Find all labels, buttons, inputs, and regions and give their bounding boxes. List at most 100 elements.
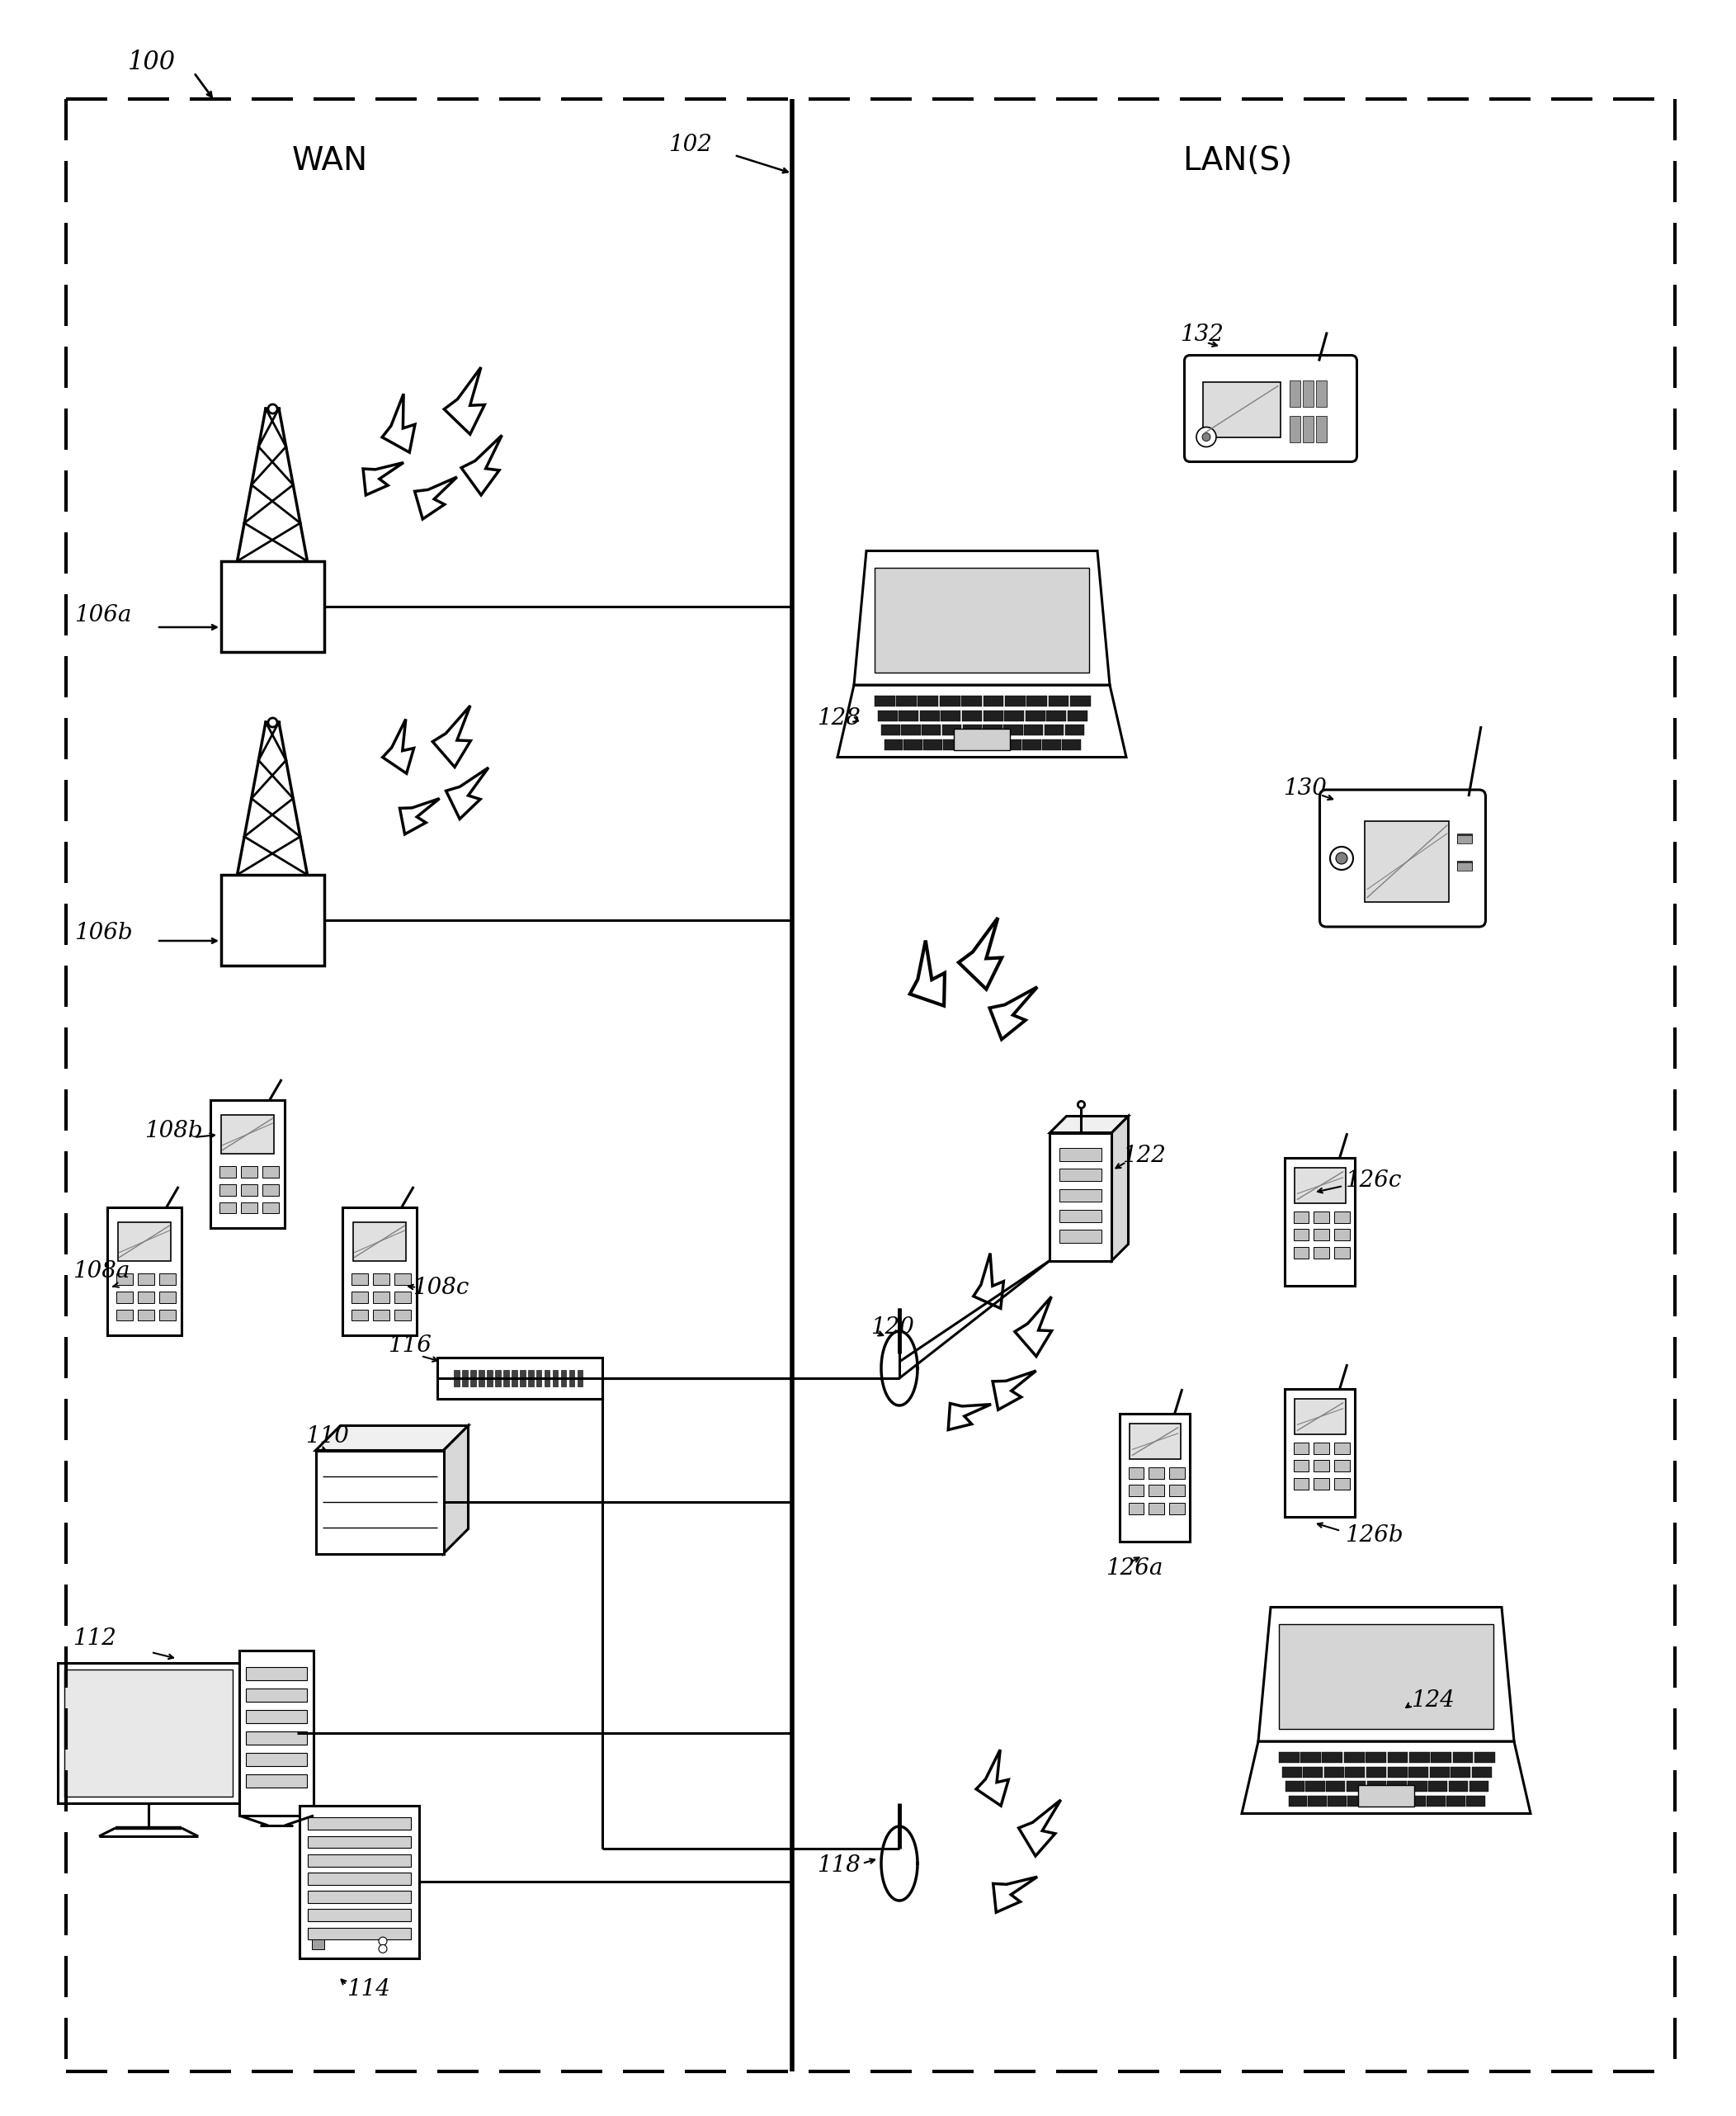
- Polygon shape: [1050, 1115, 1128, 1132]
- Bar: [1061, 1210, 1102, 1223]
- Text: 106a: 106a: [75, 603, 132, 626]
- Bar: [901, 724, 920, 736]
- Bar: [1326, 1782, 1345, 1792]
- Bar: [1295, 1168, 1345, 1204]
- Bar: [394, 1274, 411, 1284]
- Bar: [118, 1223, 172, 1261]
- Bar: [1347, 1796, 1366, 1807]
- Bar: [220, 874, 325, 965]
- Bar: [160, 1291, 175, 1303]
- Bar: [1335, 1210, 1349, 1223]
- Bar: [1387, 1752, 1408, 1763]
- Bar: [1293, 1210, 1309, 1223]
- Bar: [351, 1310, 368, 1320]
- Bar: [352, 1223, 406, 1261]
- Bar: [1457, 861, 1472, 870]
- Bar: [1323, 1752, 1342, 1763]
- Bar: [1203, 381, 1279, 438]
- Bar: [1345, 1767, 1364, 1777]
- Bar: [1120, 1413, 1191, 1540]
- Bar: [1335, 1443, 1349, 1454]
- Bar: [1408, 1796, 1425, 1807]
- Bar: [1281, 1767, 1302, 1777]
- Bar: [545, 1369, 550, 1386]
- Bar: [1062, 738, 1082, 749]
- Bar: [1023, 738, 1042, 749]
- Bar: [1457, 861, 1472, 870]
- Bar: [373, 1291, 389, 1303]
- Bar: [536, 1369, 542, 1386]
- Bar: [116, 1310, 132, 1320]
- Bar: [1408, 1767, 1429, 1777]
- FancyBboxPatch shape: [1319, 789, 1486, 927]
- Bar: [247, 1689, 307, 1701]
- Bar: [924, 738, 943, 749]
- Bar: [247, 1710, 307, 1722]
- Bar: [1064, 724, 1083, 736]
- Polygon shape: [382, 719, 413, 774]
- Polygon shape: [974, 1253, 1003, 1308]
- Bar: [1050, 1132, 1111, 1261]
- Bar: [939, 696, 960, 707]
- Bar: [1472, 1767, 1491, 1777]
- Bar: [1387, 1782, 1406, 1792]
- Bar: [1453, 1752, 1474, 1763]
- Bar: [1168, 1485, 1184, 1496]
- Bar: [316, 1449, 443, 1553]
- Text: 108c: 108c: [413, 1276, 469, 1299]
- Polygon shape: [993, 1877, 1038, 1913]
- Bar: [1457, 834, 1472, 842]
- Text: 126a: 126a: [1106, 1557, 1163, 1579]
- Bar: [1128, 1466, 1144, 1479]
- Bar: [1335, 1460, 1349, 1471]
- Bar: [963, 724, 983, 736]
- Bar: [1045, 724, 1064, 736]
- Bar: [116, 1291, 132, 1303]
- Bar: [1290, 381, 1300, 406]
- Bar: [1364, 821, 1450, 901]
- Text: 100: 100: [128, 49, 175, 74]
- Bar: [137, 1274, 155, 1284]
- Bar: [1049, 696, 1069, 707]
- Bar: [210, 1100, 285, 1227]
- Bar: [219, 1166, 236, 1179]
- Bar: [241, 1185, 257, 1196]
- Bar: [160, 1310, 175, 1320]
- Bar: [219, 1185, 236, 1196]
- Bar: [1451, 1767, 1470, 1777]
- Bar: [963, 738, 983, 749]
- Bar: [1366, 1752, 1385, 1763]
- Bar: [1061, 1229, 1102, 1242]
- Bar: [1314, 1443, 1330, 1454]
- Bar: [486, 1369, 493, 1386]
- Bar: [953, 728, 1010, 749]
- Circle shape: [378, 1945, 387, 1953]
- Text: 114: 114: [347, 1978, 391, 2000]
- Bar: [1335, 1229, 1349, 1240]
- Bar: [247, 1775, 307, 1788]
- Bar: [1285, 1388, 1356, 1517]
- Bar: [1290, 417, 1300, 442]
- Bar: [1457, 863, 1472, 870]
- Bar: [1149, 1485, 1165, 1496]
- Bar: [1068, 711, 1087, 722]
- Text: 108b: 108b: [144, 1119, 203, 1143]
- Bar: [896, 696, 917, 707]
- Bar: [307, 1873, 410, 1885]
- Bar: [884, 738, 903, 749]
- Bar: [1130, 1424, 1180, 1460]
- Text: 106b: 106b: [75, 920, 132, 944]
- Bar: [394, 1310, 411, 1320]
- Polygon shape: [854, 550, 1109, 686]
- Bar: [262, 1166, 279, 1179]
- Bar: [116, 1274, 132, 1284]
- Circle shape: [1201, 434, 1210, 440]
- Bar: [920, 711, 939, 722]
- Bar: [1304, 417, 1314, 442]
- Polygon shape: [910, 940, 944, 1005]
- Text: 110: 110: [306, 1424, 349, 1447]
- Bar: [1293, 1479, 1309, 1490]
- Bar: [311, 1940, 325, 1949]
- Bar: [470, 1369, 476, 1386]
- Polygon shape: [446, 768, 488, 819]
